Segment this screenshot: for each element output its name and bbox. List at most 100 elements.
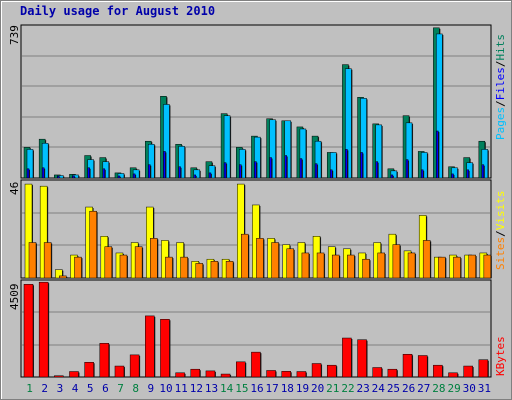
bar-kbytes-day-20 (311, 363, 322, 378)
bar-kbytes-day-4 (69, 371, 79, 378)
bar-sites-day-22 (347, 254, 355, 279)
day-label-8: 8 (132, 382, 139, 395)
bar-kbytes-day-13 (205, 370, 216, 378)
bar-files-day-4 (72, 175, 75, 179)
bar-files-day-27 (420, 169, 424, 179)
bar-sites-day-21 (331, 254, 340, 279)
bar-files-day-6 (102, 168, 106, 179)
bar-sites-day-26 (407, 252, 416, 279)
bar-kbytes-day-22 (342, 337, 352, 378)
day-label-9: 9 (148, 382, 155, 395)
day-label-21: 21 (326, 382, 339, 395)
bar-sites-day-29 (453, 256, 461, 279)
bar-visits-day-1 (24, 183, 33, 279)
day-label-24: 24 (372, 382, 386, 395)
bar-kbytes-day-1 (23, 284, 34, 378)
bar-files-day-8 (132, 173, 136, 179)
bar-sites-day-18 (286, 248, 294, 279)
bar-files-day-28 (436, 130, 439, 179)
day-label-2: 2 (41, 382, 48, 395)
bar-kbytes-day-27 (417, 355, 428, 378)
bar-sites-day-24 (377, 252, 385, 279)
bar-files-day-1 (26, 168, 30, 179)
day-label-5: 5 (87, 382, 94, 395)
bar-files-day-17 (269, 157, 272, 179)
bar-files-day-13 (208, 172, 212, 179)
bar-sites-day-12 (195, 263, 204, 279)
bar-files-day-5 (87, 167, 90, 179)
middle-max-label: 46 (8, 181, 21, 195)
chart-title: Daily usage for August 2010 (20, 4, 216, 18)
bar-kbytes-day-12 (190, 368, 201, 378)
bar-files-day-18 (284, 155, 287, 179)
bar-sites-day-19 (301, 252, 310, 279)
day-label-28: 28 (432, 382, 445, 395)
bar-files-day-14 (223, 162, 227, 179)
day-label-27: 27 (417, 382, 430, 395)
bar-sites-day-9 (150, 238, 158, 279)
bar-files-day-19 (299, 158, 303, 179)
bar-kbytes-day-9 (145, 315, 155, 378)
bar-kbytes-day-24 (372, 367, 382, 378)
bar-kbytes-day-21 (326, 364, 337, 378)
day-label-22: 22 (341, 382, 354, 395)
bar-files-day-9 (148, 164, 151, 179)
day-label-17: 17 (266, 382, 279, 395)
bar-kbytes-day-19 (296, 371, 307, 378)
bar-files-day-3 (57, 176, 60, 179)
bar-files-day-21 (329, 169, 333, 179)
legend-kbytes: KBytes (494, 336, 507, 376)
legend-separator: / (494, 100, 507, 107)
day-label-19: 19 (296, 382, 309, 395)
bar-visits-day-3 (55, 269, 63, 279)
middle-legend: Sites/Visits (494, 191, 507, 271)
bar-kbytes-day-11 (175, 372, 185, 378)
bar-sites-day-3 (59, 275, 67, 279)
legend-files: Files (494, 67, 507, 101)
bar-kbytes-day-15 (236, 361, 246, 378)
bar-sites-day-30 (468, 254, 476, 279)
bar-kbytes-day-3 (54, 375, 64, 378)
day-label-20: 20 (311, 382, 324, 395)
bar-sites-day-2 (43, 242, 52, 279)
bar-kbytes-day-16 (251, 351, 261, 378)
legend-hits: Hits (494, 34, 507, 61)
bar-files-day-10 (163, 151, 166, 179)
bar-files-day-15 (239, 164, 242, 179)
bar-sites-day-28 (438, 256, 446, 279)
bar-files-day-23 (360, 152, 363, 179)
bar-kbytes-day-18 (281, 371, 291, 378)
day-label-23: 23 (357, 382, 370, 395)
day-label-11: 11 (175, 382, 188, 395)
day-label-10: 10 (159, 382, 172, 395)
bar-kbytes-day-6 (99, 343, 110, 378)
bar-visits-day-15 (237, 183, 245, 279)
day-label-1: 1 (26, 382, 33, 395)
bar-sites-day-7 (119, 254, 128, 279)
bar-kbytes-day-5 (84, 362, 94, 378)
top-max-label: 739 (8, 25, 21, 45)
bar-sites-day-10 (165, 256, 173, 279)
bar-sites-day-17 (271, 242, 279, 279)
day-label-12: 12 (190, 382, 203, 395)
bottom-max-label: 4509 (8, 283, 21, 311)
bar-files-day-25 (390, 174, 394, 179)
day-label-30: 30 (463, 382, 476, 395)
bar-files-day-22 (345, 149, 348, 179)
day-label-15: 15 (235, 382, 248, 395)
bar-sites-day-27 (422, 240, 431, 279)
bar-kbytes-day-10 (160, 319, 170, 378)
legend-separator: / (494, 60, 507, 68)
bar-kbytes-day-30 (463, 365, 473, 378)
bar-sites-day-11 (180, 256, 188, 279)
bar-files-day-11 (178, 166, 181, 179)
bar-kbytes-day-8 (129, 354, 140, 378)
legend-separator: / (494, 230, 507, 237)
bar-sites-day-4 (74, 256, 82, 279)
bar-sites-day-31 (483, 254, 492, 279)
bar-kbytes-day-14 (220, 373, 231, 378)
bar-kbytes-day-31 (478, 359, 489, 378)
bar-sites-day-23 (362, 258, 370, 279)
bar-files-day-24 (375, 161, 378, 179)
